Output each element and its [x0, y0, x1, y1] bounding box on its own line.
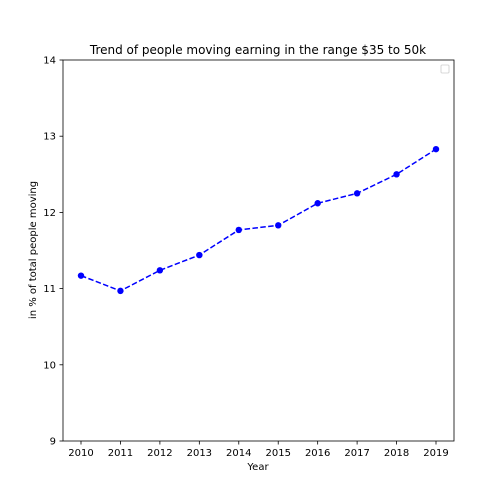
legend-box — [440, 64, 450, 74]
series-line — [80, 148, 437, 292]
data-point — [314, 200, 321, 207]
y-tick-label: 13 — [43, 132, 56, 143]
data-point — [77, 272, 85, 279]
x-tick-label: 2011 — [108, 448, 133, 459]
plot-area — [62, 59, 455, 442]
data-point — [235, 226, 242, 234]
y-tick-label: 11 — [43, 284, 56, 295]
x-tick-label: 2012 — [147, 448, 172, 459]
x-axis-ticks: 2010 2011 2012 2013 2014 2015 2016 2017 2018 2019 — [68, 441, 449, 459]
x-axis-label: Year — [246, 462, 269, 473]
x-tick-label: 2015 — [265, 448, 290, 459]
x-tick-label: 2019 — [423, 448, 448, 459]
x-tick-label: 2016 — [305, 448, 330, 459]
data-point — [156, 267, 164, 274]
x-tick-label: 2010 — [68, 448, 93, 459]
y-tick-label: 10 — [43, 360, 56, 371]
y-tick-label: 14 — [43, 56, 56, 67]
data-point — [196, 251, 203, 259]
data-point — [275, 222, 282, 229]
x-tick-label: 2013 — [187, 448, 212, 459]
data-point — [432, 145, 440, 153]
data-point — [393, 171, 400, 178]
y-axis-label: in % of total people moving — [28, 181, 39, 319]
x-tick-label: 2014 — [226, 448, 251, 459]
x-tick-label: 2018 — [384, 448, 409, 459]
chart-title: Trend of people moving earning in the ra… — [89, 43, 426, 57]
plot-frame — [62, 59, 455, 442]
x-tick-label: 2017 — [344, 448, 369, 459]
y-tick-label: 9 — [50, 437, 56, 448]
series-layer — [77, 145, 440, 295]
data-point — [117, 287, 124, 295]
data-point — [353, 190, 361, 197]
y-tick-label: 12 — [43, 208, 56, 219]
y-axis-ticks: 9 10 11 12 13 14 — [43, 56, 63, 448]
